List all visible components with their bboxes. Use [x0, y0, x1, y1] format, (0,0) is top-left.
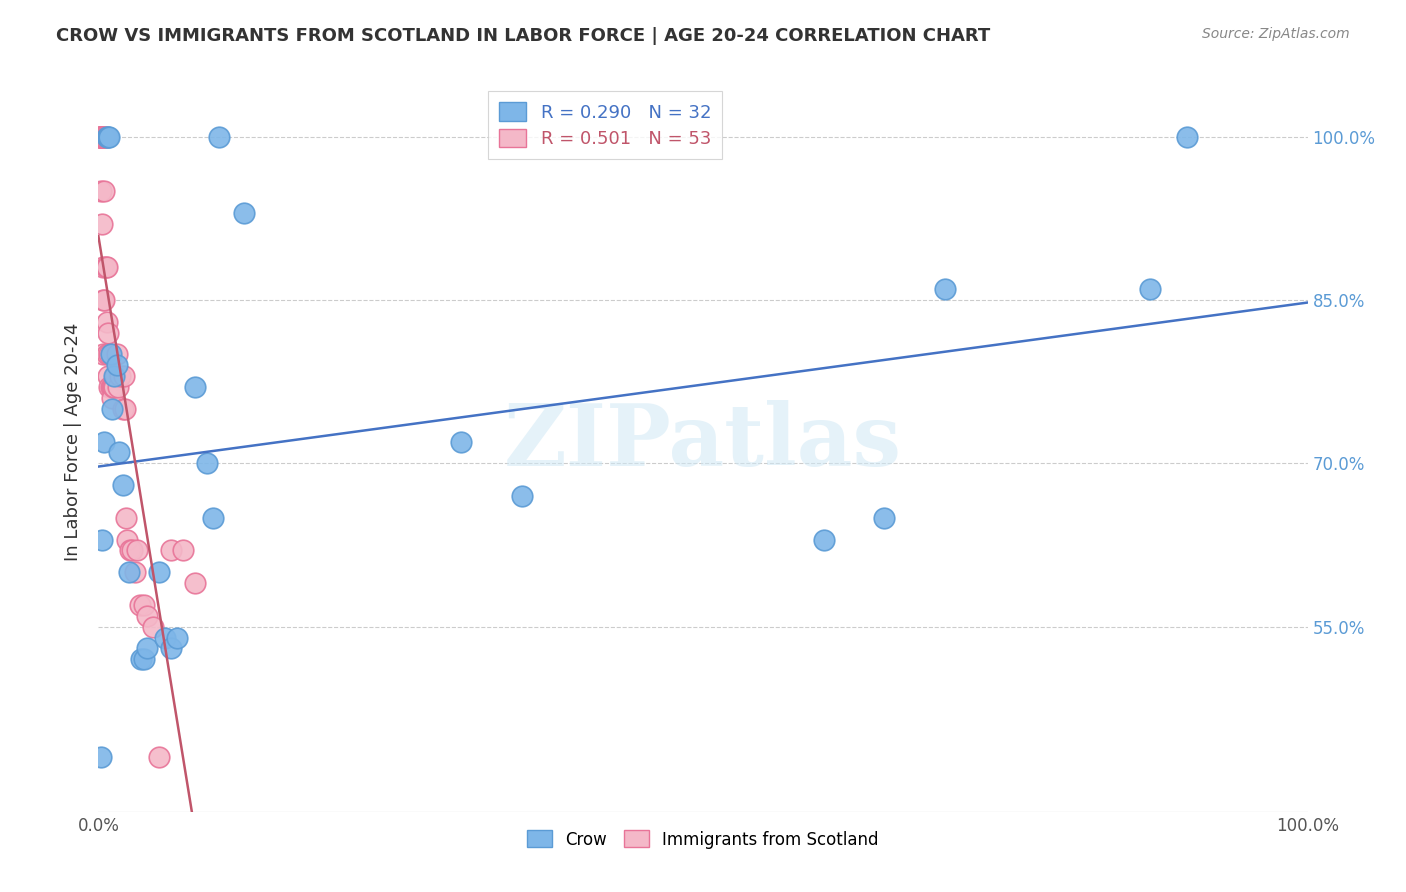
Point — [112, 369, 135, 384]
Point — [134, 598, 156, 612]
Point — [128, 598, 150, 612]
Point — [91, 293, 114, 307]
Legend: Crow, Immigrants from Scotland: Crow, Immigrants from Scotland — [520, 823, 886, 855]
Point — [153, 631, 176, 645]
Point — [208, 129, 231, 144]
Point — [129, 652, 152, 666]
Point — [934, 282, 956, 296]
Point — [90, 184, 112, 198]
Point — [90, 129, 112, 144]
Point — [114, 401, 136, 416]
Point — [93, 293, 115, 307]
Point — [91, 260, 114, 275]
Point — [232, 206, 254, 220]
Point — [111, 478, 134, 492]
Point — [105, 359, 128, 373]
Point — [103, 380, 125, 394]
Point — [142, 619, 165, 633]
Text: Source: ZipAtlas.com: Source: ZipAtlas.com — [1202, 27, 1350, 41]
Point — [111, 401, 134, 416]
Point — [510, 489, 533, 503]
Point — [89, 129, 111, 144]
Point — [184, 380, 207, 394]
Text: CROW VS IMMIGRANTS FROM SCOTLAND IN LABOR FORCE | AGE 20-24 CORRELATION CHART: CROW VS IMMIGRANTS FROM SCOTLAND IN LABO… — [56, 27, 990, 45]
Point — [93, 184, 115, 198]
Point — [105, 347, 128, 361]
Point — [101, 380, 124, 394]
Point — [118, 565, 141, 579]
Point — [148, 565, 170, 579]
Point — [124, 565, 146, 579]
Point — [97, 326, 120, 340]
Point — [118, 543, 141, 558]
Point — [100, 380, 122, 394]
Point — [121, 543, 143, 558]
Point — [107, 380, 129, 394]
Point — [98, 129, 121, 144]
Point — [93, 434, 115, 449]
Point — [1139, 282, 1161, 296]
Point — [96, 129, 118, 144]
Point — [450, 434, 472, 449]
Point — [202, 510, 225, 524]
Point — [91, 347, 114, 361]
Point — [172, 543, 194, 558]
Point — [93, 129, 115, 144]
Point — [100, 401, 122, 416]
Point — [94, 260, 117, 275]
Point — [100, 347, 122, 361]
Point — [148, 750, 170, 764]
Point — [117, 533, 139, 547]
Point — [96, 347, 118, 361]
Point — [104, 369, 127, 384]
Point — [97, 369, 120, 384]
Point — [813, 533, 835, 547]
Point — [91, 533, 114, 547]
Point — [184, 576, 207, 591]
Point — [135, 608, 157, 623]
Point — [873, 510, 896, 524]
Point — [96, 315, 118, 329]
Point — [160, 641, 183, 656]
Point — [166, 631, 188, 645]
Point — [160, 543, 183, 558]
Y-axis label: In Labor Force | Age 20-24: In Labor Force | Age 20-24 — [65, 322, 83, 561]
Point — [100, 347, 122, 361]
Point — [103, 369, 125, 384]
Point — [94, 129, 117, 144]
Point — [108, 369, 131, 384]
Point — [91, 129, 114, 144]
Point — [108, 445, 131, 459]
Point — [100, 380, 122, 394]
Point — [98, 347, 121, 361]
Point — [100, 391, 122, 405]
Point — [89, 129, 111, 144]
Point — [135, 641, 157, 656]
Point — [127, 543, 149, 558]
Point — [91, 129, 114, 144]
Point — [91, 129, 114, 144]
Point — [98, 380, 121, 394]
Text: ZIPatlas: ZIPatlas — [503, 400, 903, 483]
Point — [134, 652, 156, 666]
Point — [91, 217, 114, 231]
Point — [90, 129, 112, 144]
Point — [90, 750, 112, 764]
Point — [115, 510, 138, 524]
Point — [195, 456, 218, 470]
Point — [1175, 129, 1198, 144]
Point — [90, 129, 112, 144]
Point — [97, 129, 120, 144]
Point — [89, 129, 111, 144]
Point — [96, 260, 118, 275]
